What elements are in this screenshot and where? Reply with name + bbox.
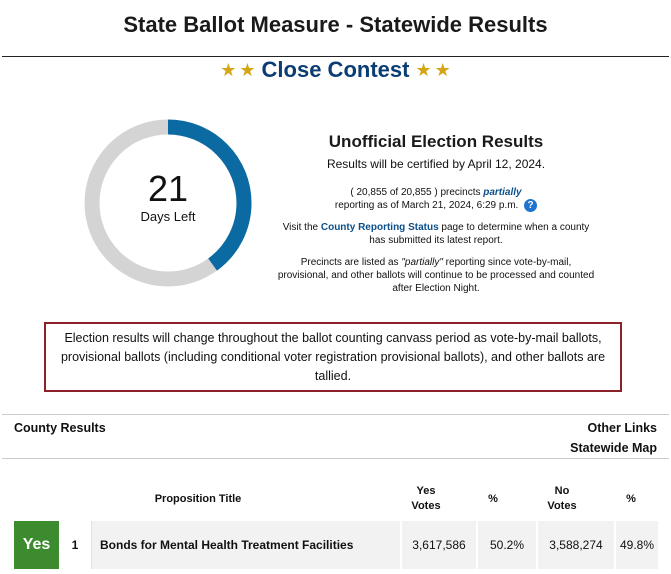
page-title: State Ballot Measure - Statewide Results (123, 12, 548, 37)
notice-text: Election results will change throughout … (60, 330, 606, 383)
county-reporting-status-link[interactable]: County Reporting Status (320, 222, 439, 234)
precinct-status: ( 20,855 of 20,855 ) precincts partially… (276, 186, 596, 212)
help-icon[interactable]: ? (524, 199, 538, 212)
days-left-label: Days Left (140, 209, 196, 224)
section-divider (2, 458, 669, 459)
result-badge: Yes (14, 521, 59, 569)
header-no-votes-label: Votes (547, 500, 577, 512)
partial-reporting-note: Precincts are listed as "partially" repo… (276, 256, 596, 295)
countdown-ring: 21 Days Left (84, 119, 252, 287)
yes-votes: 3,617,586 (402, 521, 476, 569)
ring-progress (84, 119, 252, 287)
header-proposition-title: Proposition Title (154, 493, 242, 505)
reporting-timestamp: reporting as of March 21, 2024, 6:29 p.m… (334, 200, 519, 212)
county-status-note: Visit the County Reporting Status page t… (276, 221, 596, 247)
header-no-votes: No Votes (538, 484, 586, 514)
results-title: Unofficial Election Results (328, 132, 544, 151)
star-icon: ★ (434, 60, 451, 80)
countdown-ring-graphic (84, 119, 252, 287)
partial-suffix: reporting since vote-by-mail, provisiona… (277, 257, 595, 295)
star-icon: ★ (415, 60, 432, 80)
yes-percent: 50.2% (478, 521, 536, 569)
star-icons-left: ★ ★ (220, 61, 255, 79)
visit-prefix: Visit the (282, 222, 319, 234)
header-yes-votes-label: Votes (411, 500, 441, 512)
days-remaining: 21 (147, 168, 189, 209)
no-votes: 3,588,274 (538, 521, 614, 569)
results-change-notice: Election results will change throughout … (44, 322, 622, 392)
header-yes-label: Yes (416, 485, 436, 497)
section-divider (2, 414, 669, 415)
close-contest-label: Close Contest (261, 57, 410, 82)
star-icon: ★ (220, 60, 237, 80)
other-links-heading: Other Links (587, 421, 657, 435)
header-yes-votes: Yes Votes (402, 484, 450, 514)
visit-suffix: page to determine when a county has subm… (369, 222, 590, 247)
star-icon: ★ (239, 60, 256, 80)
close-contest-banner: ★ ★ Close Contest ★ ★ (0, 57, 671, 83)
proposition-title-link[interactable]: Bonds for Mental Health Treatment Facili… (91, 521, 400, 569)
proposition-number: 1 (61, 521, 89, 569)
county-results-link[interactable]: County Results (14, 421, 106, 435)
partial-prefix: Precincts are listed as (300, 257, 399, 269)
certification-date: Results will be certified by April 12, 2… (326, 157, 546, 171)
partial-quote: "partially" (401, 257, 443, 269)
header-yes-pct: % (488, 493, 498, 505)
results-info: Unofficial Election Results Results will… (276, 132, 596, 295)
statewide-map-link[interactable]: Statewide Map (570, 441, 657, 455)
title-divider (2, 56, 669, 57)
header-no-pct: % (626, 493, 636, 505)
star-icons-right: ★ ★ (415, 61, 450, 79)
table-row[interactable]: Yes 1 Bonds for Mental Health Treatment … (14, 521, 658, 569)
precinct-count: ( 20,855 of 20,855 ) precincts (350, 187, 481, 198)
partially-label: partially (483, 187, 522, 198)
header-no-label: No (554, 485, 570, 497)
no-percent: 49.8% (616, 521, 658, 569)
